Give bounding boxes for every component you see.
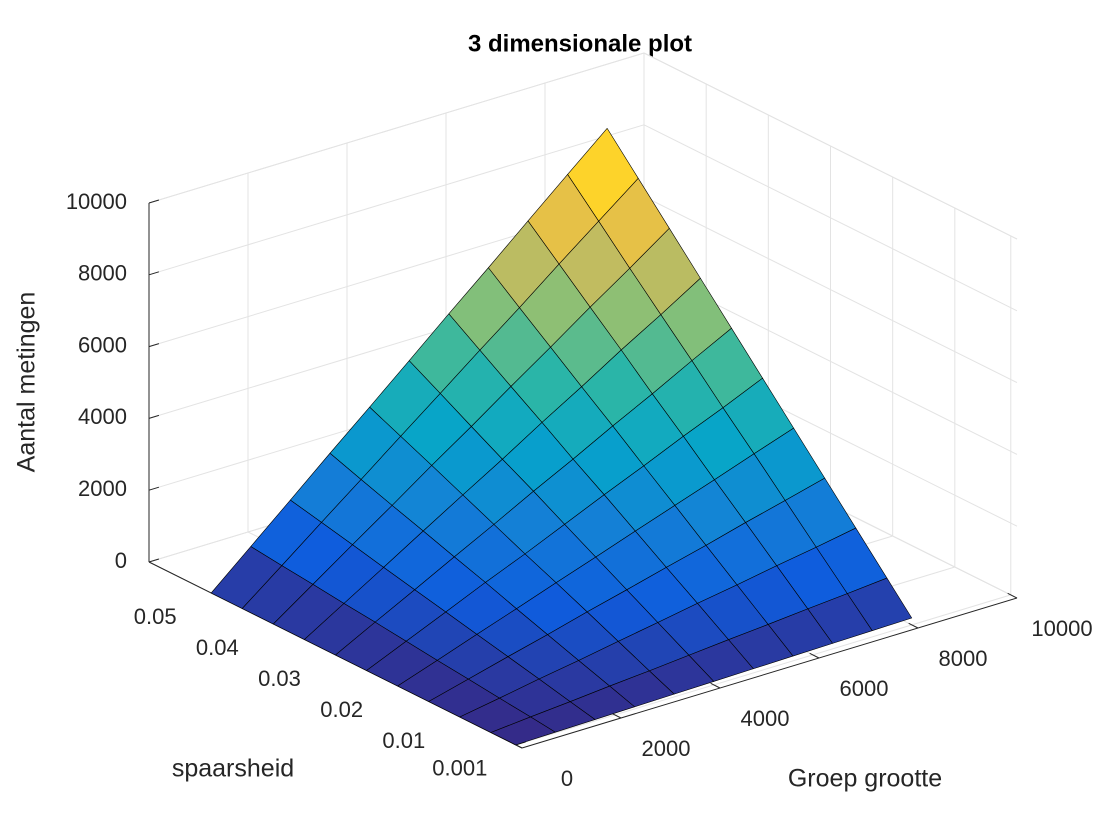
grid-line <box>643 52 1018 240</box>
z-tick-label: 10000 <box>66 189 127 214</box>
grid-line <box>515 594 1011 746</box>
x-tick <box>809 652 820 659</box>
z-tick <box>148 199 160 204</box>
grid-line <box>148 124 645 276</box>
x-tick <box>710 682 721 689</box>
z-tick-label: 4000 <box>78 404 127 429</box>
y-axis-label: spaarsheid <box>172 755 294 783</box>
axis-line <box>521 597 1018 749</box>
y-tick-label: 0.05 <box>134 604 177 629</box>
x-tick <box>1007 592 1018 599</box>
z-tick <box>148 558 160 563</box>
z-axis-label: Aantal metingen <box>13 292 41 473</box>
grid-line <box>643 124 1018 312</box>
z-tick-label: 6000 <box>78 332 127 357</box>
z-tick <box>148 414 160 419</box>
x-tick <box>611 712 622 719</box>
grid-line <box>643 196 1018 384</box>
y-tick-label: 0.001 <box>432 756 487 781</box>
z-tick <box>148 343 160 348</box>
y-tick-label: 0.03 <box>258 666 301 691</box>
x-tick-label: 8000 <box>939 646 988 671</box>
z-tick <box>148 486 160 491</box>
grid-line <box>148 52 645 204</box>
y-tick-label: 0.04 <box>196 635 239 660</box>
y-tick-label: 0.02 <box>320 697 363 722</box>
x-tick-label: 10000 <box>1031 616 1092 641</box>
x-tick-label: 2000 <box>642 736 691 761</box>
z-tick <box>148 271 160 276</box>
x-tick-label: 0 <box>561 766 573 791</box>
chart-title: 3 dimensionale plot <box>468 30 692 57</box>
z-tick-label: 0 <box>115 548 127 573</box>
z-tick-label: 8000 <box>78 261 127 286</box>
x-tick <box>908 622 919 629</box>
x-tick-label: 6000 <box>840 676 889 701</box>
y-tick-label: 0.01 <box>382 728 425 753</box>
z-tick-label: 2000 <box>78 476 127 501</box>
surface-patch <box>490 716 556 746</box>
x-tick-label: 4000 <box>741 706 790 731</box>
x-axis-label: Groep grootte <box>788 765 942 793</box>
